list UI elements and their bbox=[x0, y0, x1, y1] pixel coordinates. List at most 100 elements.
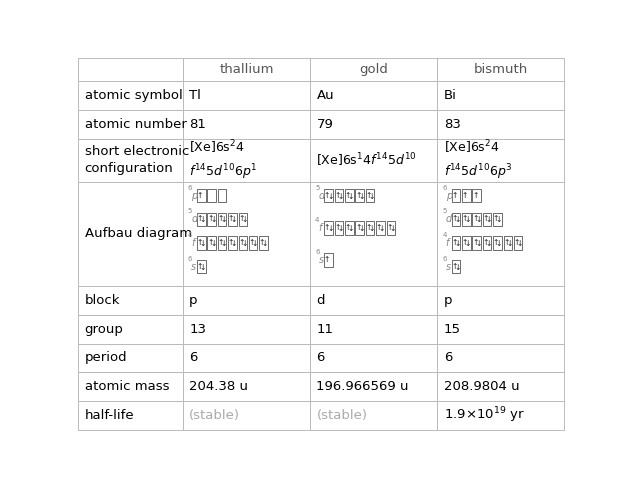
Text: ↑: ↑ bbox=[376, 223, 382, 232]
Text: ↓: ↓ bbox=[327, 192, 334, 200]
Text: Aufbau diagram: Aufbau diagram bbox=[85, 227, 192, 241]
Bar bbox=[324, 221, 333, 235]
Text: group: group bbox=[85, 323, 124, 336]
Text: (stable): (stable) bbox=[189, 409, 240, 422]
Text: ↑: ↑ bbox=[366, 191, 372, 200]
Text: 83: 83 bbox=[444, 118, 461, 131]
Text: half-life: half-life bbox=[85, 409, 134, 422]
Bar bbox=[376, 221, 385, 235]
Bar bbox=[462, 236, 471, 250]
Text: ↑: ↑ bbox=[218, 214, 224, 224]
Text: p: p bbox=[444, 294, 452, 307]
Bar bbox=[218, 213, 226, 226]
Text: p: p bbox=[189, 294, 198, 307]
Bar bbox=[438, 401, 564, 430]
Text: ↑: ↑ bbox=[248, 238, 255, 247]
Text: ↓: ↓ bbox=[348, 224, 354, 233]
Text: Au: Au bbox=[317, 89, 334, 102]
Bar bbox=[310, 286, 438, 315]
Bar bbox=[345, 221, 354, 235]
Text: Tl: Tl bbox=[189, 89, 201, 102]
Bar bbox=[310, 182, 438, 286]
Bar bbox=[218, 189, 226, 202]
Text: ↓: ↓ bbox=[475, 239, 482, 248]
Text: ↑: ↑ bbox=[218, 238, 224, 247]
Bar bbox=[310, 139, 438, 182]
Bar bbox=[438, 110, 564, 139]
Text: ↓: ↓ bbox=[389, 224, 396, 233]
Text: 208.9804 u: 208.9804 u bbox=[444, 380, 519, 393]
Text: ↓: ↓ bbox=[337, 192, 344, 200]
Text: 6: 6 bbox=[442, 185, 447, 191]
Text: p: p bbox=[191, 191, 198, 201]
Text: ↓: ↓ bbox=[496, 215, 502, 224]
Text: 196.966569 u: 196.966569 u bbox=[317, 380, 409, 393]
Bar bbox=[310, 58, 438, 81]
Bar bbox=[238, 213, 247, 226]
Bar bbox=[438, 182, 564, 286]
Text: d: d bbox=[191, 214, 198, 225]
Text: ↑: ↑ bbox=[238, 214, 245, 224]
Bar bbox=[356, 221, 364, 235]
Text: ↓: ↓ bbox=[231, 239, 237, 248]
Bar bbox=[183, 315, 310, 343]
Text: ↓: ↓ bbox=[455, 215, 461, 224]
Text: ↑: ↑ bbox=[207, 238, 213, 247]
Text: ↑: ↑ bbox=[461, 191, 468, 200]
Text: atomic number: atomic number bbox=[85, 118, 187, 131]
Bar bbox=[462, 189, 471, 202]
Text: d: d bbox=[446, 214, 452, 225]
Text: period: period bbox=[85, 352, 127, 365]
Text: d: d bbox=[317, 294, 325, 307]
Text: 6: 6 bbox=[189, 352, 198, 365]
Bar bbox=[183, 110, 310, 139]
Text: 6: 6 bbox=[317, 352, 325, 365]
Text: ↑: ↑ bbox=[355, 191, 361, 200]
Text: ↑: ↑ bbox=[334, 223, 340, 232]
Text: 1.9$\times$10$^{19}$ yr: 1.9$\times$10$^{19}$ yr bbox=[444, 406, 525, 426]
Text: ↓: ↓ bbox=[251, 239, 258, 248]
Text: 15: 15 bbox=[444, 323, 461, 336]
Text: ↑: ↑ bbox=[472, 191, 478, 200]
Text: ↓: ↓ bbox=[358, 224, 364, 233]
Text: ↓: ↓ bbox=[199, 215, 206, 224]
Bar bbox=[183, 182, 310, 286]
Text: f: f bbox=[446, 238, 449, 248]
Bar bbox=[483, 236, 492, 250]
Text: [Xe]6s$^2$4
$f^{14}$5$d^{10}$6$p^3$: [Xe]6s$^2$4 $f^{14}$5$d^{10}$6$p^3$ bbox=[444, 139, 512, 182]
Bar bbox=[438, 343, 564, 372]
Bar bbox=[451, 236, 460, 250]
Text: ↑: ↑ bbox=[493, 238, 499, 247]
Text: ↑: ↑ bbox=[451, 262, 458, 270]
Bar bbox=[438, 81, 564, 110]
Text: [Xe]6s$^1$4$f^{14}$5$d^{10}$: [Xe]6s$^1$4$f^{14}$5$d^{10}$ bbox=[317, 152, 417, 169]
Text: ↓: ↓ bbox=[465, 215, 471, 224]
Bar bbox=[462, 213, 471, 226]
Bar bbox=[366, 221, 374, 235]
Bar bbox=[218, 236, 226, 250]
Bar bbox=[183, 401, 310, 430]
Text: ↑: ↑ bbox=[366, 223, 372, 232]
Bar bbox=[78, 343, 183, 372]
Text: ↑: ↑ bbox=[451, 214, 458, 224]
Text: ↑: ↑ bbox=[503, 238, 510, 247]
Text: 4: 4 bbox=[442, 232, 446, 238]
Text: 6: 6 bbox=[444, 352, 452, 365]
Text: ↓: ↓ bbox=[327, 224, 334, 233]
Text: 6: 6 bbox=[187, 185, 192, 191]
Bar bbox=[514, 236, 522, 250]
Text: ↑: ↑ bbox=[472, 214, 478, 224]
Text: s: s bbox=[191, 262, 196, 271]
Text: ↑: ↑ bbox=[207, 214, 213, 224]
Text: ↑: ↑ bbox=[461, 238, 468, 247]
Bar bbox=[260, 236, 268, 250]
Bar bbox=[438, 286, 564, 315]
Bar bbox=[78, 286, 183, 315]
Bar bbox=[228, 213, 236, 226]
Bar bbox=[438, 139, 564, 182]
Bar bbox=[78, 110, 183, 139]
Text: 6: 6 bbox=[315, 249, 320, 255]
Text: ↑: ↑ bbox=[197, 214, 203, 224]
Bar bbox=[78, 182, 183, 286]
Text: ↑: ↑ bbox=[386, 223, 393, 232]
